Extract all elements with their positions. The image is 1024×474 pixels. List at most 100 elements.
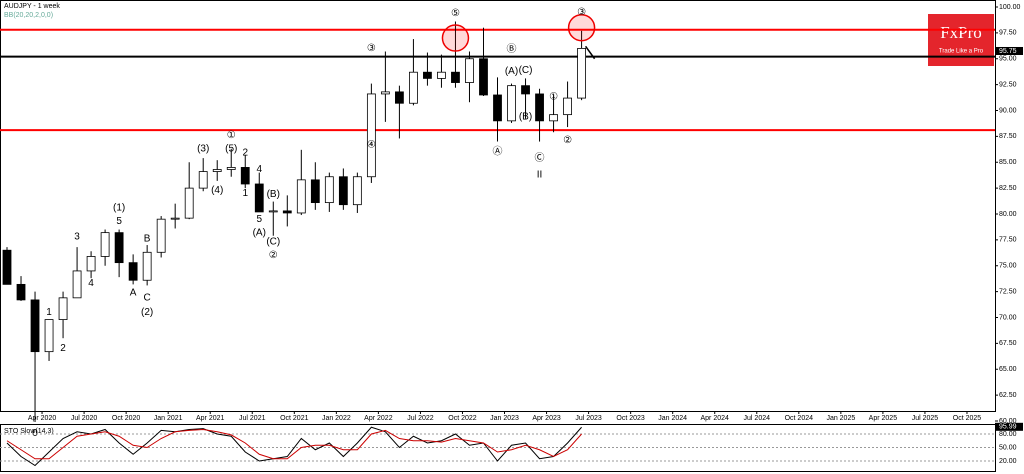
candle-body	[395, 91, 404, 104]
x-tick-label: Jan 2022	[322, 415, 351, 422]
y-tick-label: 72.50	[999, 288, 1017, 295]
osc-line	[6, 428, 582, 460]
wave-label: ③	[367, 43, 376, 54]
x-tick-label: Oct 2021	[280, 415, 309, 422]
wave-label: ①	[549, 92, 558, 103]
candle-body	[507, 85, 516, 122]
x-tick-label: Apr 2025	[869, 415, 898, 422]
y-tick-label: 67.50	[999, 340, 1017, 347]
candle-body	[184, 187, 194, 219]
wave-label: 1	[46, 307, 52, 318]
candle-body	[465, 58, 474, 83]
wave-label: (A)	[253, 227, 266, 238]
y-tick-label: 92.50	[999, 81, 1017, 88]
chart-title: AUDJPY - 1 week	[4, 3, 60, 10]
candle-body	[479, 58, 488, 96]
y-tick-label: 60.00	[999, 418, 1017, 425]
y-tick-label: 82.50	[999, 185, 1017, 192]
wave-label: ⑤	[451, 8, 460, 19]
wave-label: (A)	[505, 66, 518, 77]
wave-label: 4	[256, 164, 262, 175]
candle-body	[282, 210, 292, 214]
wave-label: 3	[74, 231, 80, 242]
wave-label: B	[144, 233, 151, 244]
wave-label: (C)	[266, 237, 280, 248]
y-tick-label: 65.00	[999, 366, 1017, 373]
wave-label: II	[537, 169, 543, 180]
candle-body	[58, 297, 68, 320]
candle-body	[226, 167, 236, 170]
wave-label: 2	[60, 343, 66, 354]
osc-tick-label: 80.00	[999, 431, 1017, 438]
candle-body	[198, 171, 208, 189]
x-tick-label: Apr 2020	[28, 415, 57, 422]
candle-body	[423, 71, 432, 79]
x-tick-label: Apr 2022	[364, 415, 393, 422]
wave-label: 4	[88, 278, 94, 289]
x-tick-label: Jan 2025	[826, 415, 855, 422]
y-tick-label: 80.00	[999, 211, 1017, 218]
y-tick-label: 75.00	[999, 263, 1017, 270]
x-tick-label: Apr 2023	[532, 415, 561, 422]
candle-body	[380, 91, 390, 95]
y-tick-label: 90.00	[999, 107, 1017, 114]
candle-body	[100, 232, 110, 257]
x-tick-label: Jul 2021	[239, 415, 266, 422]
candle-body	[563, 97, 572, 116]
wave-label: C	[144, 292, 151, 303]
oscillator-title: STO Slow(14,3)	[4, 428, 54, 435]
wave-label: Ⓐ	[493, 146, 503, 158]
indicator-label: BB(20,20,2,0,0)	[4, 12, 53, 19]
candle-body	[128, 262, 138, 281]
wave-label: 5	[116, 216, 122, 227]
wave-label: (5)	[225, 143, 237, 154]
candle-body	[549, 114, 558, 122]
candle-body	[2, 249, 12, 285]
candle-body	[114, 232, 124, 264]
candle-body	[352, 176, 362, 206]
logo-tagline: Trade Like a Pro	[939, 49, 984, 55]
candle-body	[535, 93, 544, 122]
wave-label: Ⓒ	[535, 152, 545, 164]
wave-label: ④	[367, 139, 376, 150]
wave-label: 2	[242, 148, 248, 159]
x-tick-label: Jul 2024	[744, 415, 771, 422]
candle-body	[30, 299, 40, 353]
wave-label: Ⓑ	[507, 43, 517, 55]
wave-label: (4)	[211, 185, 223, 196]
y-tick-label: 95.00	[999, 56, 1017, 63]
candle-body	[16, 283, 26, 301]
wave-label: (2)	[141, 307, 153, 318]
candle-body	[268, 210, 278, 213]
osc-last-label: 95.99	[999, 424, 1017, 431]
wave-label: A	[130, 287, 137, 298]
last-price-label: 95.75	[999, 48, 1017, 55]
osc-line	[6, 426, 582, 467]
candle-body	[296, 179, 306, 214]
y-tick-label: 87.50	[999, 133, 1017, 140]
candle-body	[170, 217, 180, 220]
y-tick-label: 77.50	[999, 237, 1017, 244]
x-tick-label: Jul 2020	[71, 415, 98, 422]
y-tick-label: 85.00	[999, 159, 1017, 166]
logo-name: FxPro	[940, 23, 982, 42]
x-tick-label: Oct 2022	[448, 415, 477, 422]
wave-label: 5	[256, 214, 262, 225]
candle-body	[366, 93, 376, 178]
highlight-circle	[567, 13, 596, 42]
x-tick-label: Jan 2024	[658, 415, 687, 422]
price-frame	[0, 0, 996, 412]
osc-tick-label: 50.00	[999, 444, 1017, 451]
candle-body	[338, 176, 348, 206]
x-tick-label: Jan 2021	[154, 415, 183, 422]
wave-label: (1)	[113, 202, 125, 213]
y-tick-label: 70.00	[999, 314, 1017, 321]
wave-label: 3	[256, 196, 262, 207]
y-tick-label: 62.50	[999, 392, 1017, 399]
wave-label: 0	[32, 428, 38, 439]
wave-label: (B)	[267, 189, 280, 200]
wave-label: ①	[227, 130, 236, 141]
arrow	[584, 45, 596, 60]
osc-tick-label: 20.00	[999, 458, 1017, 465]
